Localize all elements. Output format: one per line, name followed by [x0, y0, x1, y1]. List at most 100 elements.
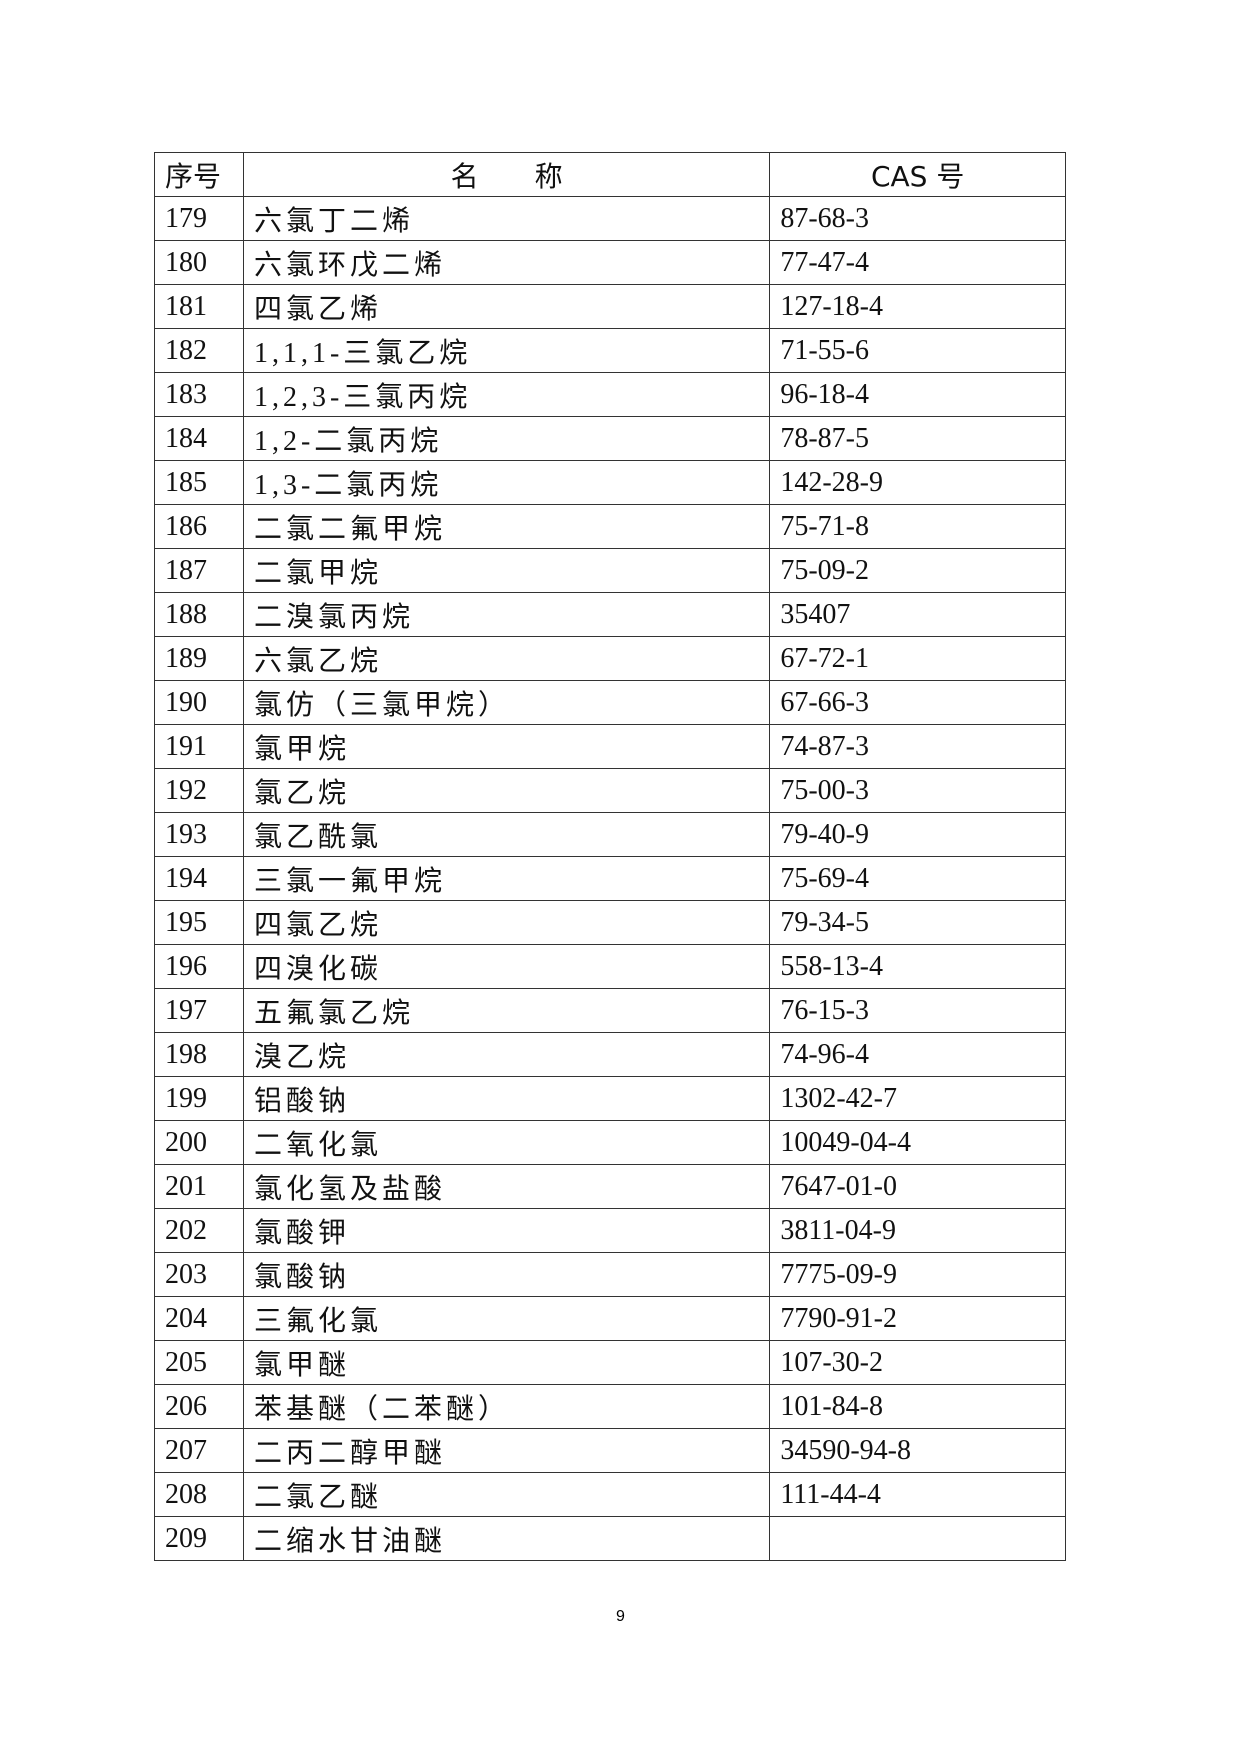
cas-number: 7790-91-2 — [769, 1296, 1066, 1341]
table-row: 204 三氟化氯 7790-91-2 — [154, 1296, 1066, 1341]
chemical-name: 氯仿（三氯甲烷） — [242, 680, 771, 725]
chemical-name: 二氯二氟甲烷 — [242, 504, 771, 549]
table-row: 208 二氯乙醚 111-44-4 — [154, 1472, 1066, 1517]
chemical-name: 六氯乙烷 — [242, 636, 771, 681]
chemical-name: 五氟氯乙烷 — [242, 988, 771, 1033]
row-number: 200 — [154, 1120, 244, 1165]
header-no: 序号 — [154, 152, 244, 197]
row-number: 186 — [154, 504, 244, 549]
table-row: 187 二氯甲烷 75-09-2 — [154, 548, 1066, 593]
table-row: 207 二丙二醇甲醚 34590-94-8 — [154, 1428, 1066, 1473]
row-number: 199 — [154, 1076, 244, 1121]
cas-number: 79-40-9 — [769, 812, 1066, 857]
row-number: 190 — [154, 680, 244, 725]
cas-number: 76-15-3 — [769, 988, 1066, 1033]
cas-number: 74-87-3 — [769, 724, 1066, 769]
row-number: 180 — [154, 240, 244, 285]
table-row: 179 六氯丁二烯 87-68-3 — [154, 196, 1066, 241]
header-name: 名 称 — [242, 152, 771, 197]
row-number: 207 — [154, 1428, 244, 1473]
chemical-name: 溴乙烷 — [242, 1032, 771, 1077]
row-number: 179 — [154, 196, 244, 241]
cas-number: 7647-01-0 — [769, 1164, 1066, 1209]
table-row: 203 氯酸钠 7775-09-9 — [154, 1252, 1066, 1297]
row-number: 185 — [154, 460, 244, 505]
table-row: 199 铝酸钠 1302-42-7 — [154, 1076, 1066, 1121]
row-number: 197 — [154, 988, 244, 1033]
table-row: 188 二溴氯丙烷 35407 — [154, 592, 1066, 637]
row-number: 208 — [154, 1472, 244, 1517]
chemical-name: 氯化氢及盐酸 — [242, 1164, 771, 1209]
chemical-name: 氯乙烷 — [242, 768, 771, 813]
chemical-name: 1,1,1-三氯乙烷 — [242, 328, 771, 373]
chemical-name: 氯酸钠 — [242, 1252, 771, 1297]
cas-number: 10049-04-4 — [769, 1120, 1066, 1165]
cas-number: 96-18-4 — [769, 372, 1066, 417]
cas-number: 1302-42-7 — [769, 1076, 1066, 1121]
table-row: 189 六氯乙烷 67-72-1 — [154, 636, 1066, 681]
row-number: 203 — [154, 1252, 244, 1297]
chemical-name: 六氯丁二烯 — [242, 196, 771, 241]
table-row: 202 氯酸钾 3811-04-9 — [154, 1208, 1066, 1253]
row-number: 192 — [154, 768, 244, 813]
cas-number: 71-55-6 — [769, 328, 1066, 373]
chemical-name: 三氟化氯 — [242, 1296, 771, 1341]
chemical-name: 二缩水甘油醚 — [242, 1516, 771, 1561]
table-row: 196 四溴化碳 558-13-4 — [154, 944, 1066, 989]
header-cas: CAS 号 — [769, 152, 1066, 197]
row-number: 198 — [154, 1032, 244, 1077]
row-number: 193 — [154, 812, 244, 857]
chemical-name: 二氧化氯 — [242, 1120, 771, 1165]
chemical-name: 1,3-二氯丙烷 — [242, 460, 771, 505]
row-number: 181 — [154, 284, 244, 329]
table-row: 205 氯甲醚 107-30-2 — [154, 1340, 1066, 1385]
table-row: 200 二氧化氯 10049-04-4 — [154, 1120, 1066, 1165]
cas-number: 77-47-4 — [769, 240, 1066, 285]
cas-number: 78-87-5 — [769, 416, 1066, 461]
chemical-name: 四氯乙烯 — [242, 284, 771, 329]
table-row: 180 六氯环戊二烯 77-47-4 — [154, 240, 1066, 285]
cas-number: 87-68-3 — [769, 196, 1066, 241]
row-number: 191 — [154, 724, 244, 769]
table-row: 194 三氯一氟甲烷 75-69-4 — [154, 856, 1066, 901]
table-row: 209 二缩水甘油醚 — [154, 1516, 1066, 1561]
chemical-name: 四氯乙烷 — [242, 900, 771, 945]
row-number: 206 — [154, 1384, 244, 1429]
chemical-name: 三氯一氟甲烷 — [242, 856, 771, 901]
cas-number: 7775-09-9 — [769, 1252, 1066, 1297]
row-number: 204 — [154, 1296, 244, 1341]
table-row: 186 二氯二氟甲烷 75-71-8 — [154, 504, 1066, 549]
table-row: 190 氯仿（三氯甲烷） 67-66-3 — [154, 680, 1066, 725]
table-row: 206 苯基醚（二苯醚） 101-84-8 — [154, 1384, 1066, 1429]
table-row: 183 1,2,3-三氯丙烷 96-18-4 — [154, 372, 1066, 417]
row-number: 202 — [154, 1208, 244, 1253]
chemical-name: 四溴化碳 — [242, 944, 771, 989]
row-number: 194 — [154, 856, 244, 901]
table-row: 184 1,2-二氯丙烷 78-87-5 — [154, 416, 1066, 461]
chemical-name: 1,2,3-三氯丙烷 — [242, 372, 771, 417]
table-row: 191 氯甲烷 74-87-3 — [154, 724, 1066, 769]
row-number: 195 — [154, 900, 244, 945]
cas-number: 75-09-2 — [769, 548, 1066, 593]
row-number: 201 — [154, 1164, 244, 1209]
chemical-name: 氯甲烷 — [242, 724, 771, 769]
cas-number: 75-71-8 — [769, 504, 1066, 549]
cas-number: 558-13-4 — [769, 944, 1066, 989]
row-number: 188 — [154, 592, 244, 637]
table-row: 193 氯乙酰氯 79-40-9 — [154, 812, 1066, 857]
chemical-table: 序号 名 称 CAS 号 179 六氯丁二烯 87-68-3 180 六氯环戊二烯 77-… — [154, 152, 1066, 1561]
chemical-name: 二溴氯丙烷 — [242, 592, 771, 637]
table-row: 197 五氟氯乙烷 76-15-3 — [154, 988, 1066, 1033]
page-number: 9 — [616, 1608, 625, 1625]
cas-number: 127-18-4 — [769, 284, 1066, 329]
cas-number: 34590-94-8 — [769, 1428, 1066, 1473]
cas-number: 67-66-3 — [769, 680, 1066, 725]
cas-number: 79-34-5 — [769, 900, 1066, 945]
table-row: 185 1,3-二氯丙烷 142-28-9 — [154, 460, 1066, 505]
chemical-name: 氯乙酰氯 — [242, 812, 771, 857]
chemical-name: 1,2-二氯丙烷 — [242, 416, 771, 461]
chemical-name: 二丙二醇甲醚 — [242, 1428, 771, 1473]
cas-number: 74-96-4 — [769, 1032, 1066, 1077]
table-row: 181 四氯乙烯 127-18-4 — [154, 284, 1066, 329]
row-number: 205 — [154, 1340, 244, 1385]
